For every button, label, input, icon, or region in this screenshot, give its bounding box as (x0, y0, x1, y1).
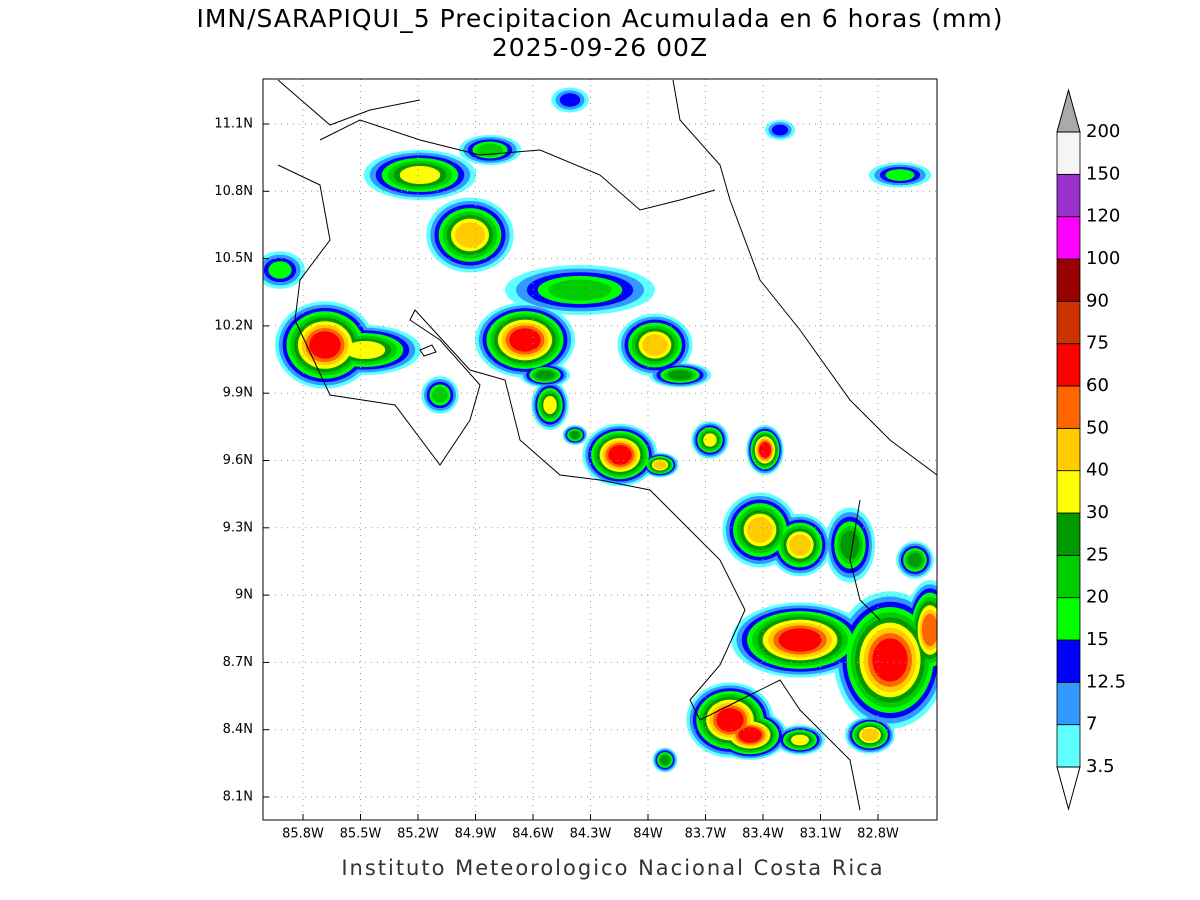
colorbar-label: 15 (1086, 629, 1109, 650)
precip-cell (344, 341, 386, 359)
x-tick-label: 84.9W (455, 827, 497, 842)
precip-cell (872, 638, 908, 682)
precip-cell (791, 734, 809, 746)
x-tick-label: 82.8W (857, 827, 899, 842)
precip-cell (861, 728, 879, 742)
precip-cell (907, 552, 923, 568)
precip-cell (660, 755, 670, 765)
colorbar-label: 40 (1086, 460, 1109, 481)
colorbar: 3.5 7 12.5 15 20 25 30 40 50 60 75 90 100 120 150 200 (1056, 88, 1126, 811)
x-tick-label: 85.2W (397, 827, 439, 842)
colorbar-label: 7 (1086, 714, 1097, 735)
precip-cell (667, 370, 693, 380)
colorbar-label: 30 (1086, 502, 1109, 523)
grid: 85.8W 85.5W 85.2W 84.9W 84.6W 84.3W 84W 83.7W 83… (214, 79, 937, 842)
precip-cell (840, 530, 860, 560)
precip-cell (642, 334, 668, 356)
colorbar-box (1056, 300, 1081, 345)
precip-cell (778, 628, 822, 652)
colorbar-box (1056, 639, 1081, 683)
x-tick-label: 84.6W (512, 827, 554, 842)
y-tick-label: 11.1N (214, 117, 253, 132)
colorbar-label: 12.5 (1086, 671, 1126, 692)
colorbar-label: 120 (1086, 206, 1120, 227)
colorbar-label: 75 (1086, 333, 1109, 354)
colorbar-box (1056, 554, 1081, 599)
colorbar-box (1056, 216, 1081, 260)
precip-cell (543, 396, 557, 414)
precip-cell (455, 222, 485, 248)
x-tick-label: 84W (633, 827, 663, 842)
colorbar-box (1056, 681, 1081, 726)
precip-cell (608, 445, 632, 465)
colorbar-label: 200 (1086, 121, 1120, 142)
y-tick-label: 10.8N (214, 184, 253, 199)
coastlines (277, 79, 937, 811)
precip-cell (535, 370, 555, 380)
precip-cell (738, 727, 762, 743)
x-tick-label: 85.5W (340, 827, 382, 842)
colorbar-box (1056, 427, 1081, 472)
colorbar-box (1056, 343, 1081, 387)
colorbar-box (1056, 173, 1081, 218)
footer: Instituto Meteorologico Nacional Costa R… (341, 856, 884, 880)
colorbar-label: 100 (1086, 248, 1120, 269)
y-tick-label: 9N (235, 588, 253, 603)
precip-cell (309, 331, 341, 359)
subtitle: 2025-09-26 00Z (492, 33, 708, 62)
plot-frame (262, 78, 938, 821)
precip-cell (399, 166, 441, 184)
precip-field (263, 87, 937, 773)
colorbar-label: 50 (1086, 417, 1109, 438)
colorbar-box (1056, 470, 1081, 514)
x-tick-label: 85.8W (282, 827, 324, 842)
y-tick-label: 10.2N (214, 318, 253, 333)
colorbar-label: 25 (1086, 544, 1109, 565)
precip-cell (703, 433, 717, 447)
y-tick-label: 8.7N (223, 655, 253, 670)
precip-cell (653, 460, 667, 470)
y-tick-label: 9.9N (223, 386, 253, 401)
precip-cell (759, 442, 771, 458)
precip-cell (432, 387, 448, 403)
colorbar-box (1056, 131, 1081, 175)
y-tick-label: 8.4N (223, 722, 253, 737)
x-tick-label: 83.4W (742, 827, 784, 842)
colorbar-box (1056, 724, 1081, 768)
precip-cell (570, 431, 580, 439)
precip-cell (559, 93, 581, 107)
x-tick-label: 83.7W (685, 827, 727, 842)
colorbar-box (1056, 512, 1081, 556)
y-tick-label: 8.1N (223, 790, 253, 805)
precip-cell (885, 169, 915, 181)
precip-cell (548, 279, 612, 301)
precip-cell (921, 613, 937, 647)
precip-cell (716, 708, 744, 732)
title: IMN/SARAPIQUI_5 Precipitacion Acumulada … (196, 4, 1003, 33)
colorbar-label: 90 (1086, 290, 1109, 311)
y-tick-label: 10.5N (214, 251, 253, 266)
colorbar-over (1056, 88, 1081, 133)
colorbar-label: 3.5 (1086, 756, 1115, 777)
precip-cell (509, 328, 541, 352)
colorbar-box (1056, 385, 1081, 429)
precip-cell (747, 517, 773, 543)
colorbar-label: 150 (1086, 163, 1120, 184)
y-tick-label: 9.6N (223, 453, 253, 468)
x-tick-label: 84.3W (570, 827, 612, 842)
precip-cell (771, 124, 789, 136)
colorbar-under (1056, 766, 1081, 811)
precip-cell (789, 534, 811, 556)
x-tick-label: 83.1W (800, 827, 842, 842)
y-tick-label: 9.3N (223, 520, 253, 535)
colorbar-label: 20 (1086, 587, 1109, 608)
colorbar-label: 60 (1086, 375, 1109, 396)
colorbar-box (1056, 597, 1081, 641)
precip-cell (268, 261, 292, 279)
colorbar-box (1056, 258, 1081, 302)
